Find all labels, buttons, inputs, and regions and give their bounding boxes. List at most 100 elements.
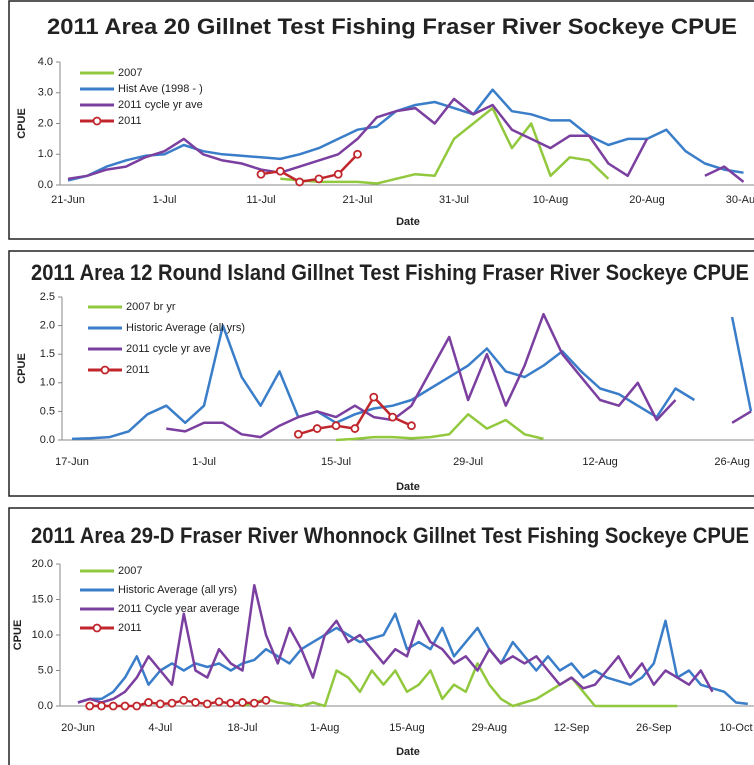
series-line xyxy=(77,612,748,706)
series-marker xyxy=(256,169,266,179)
x-tick-label: 31-Jul xyxy=(439,194,469,206)
series-marker xyxy=(407,421,416,431)
x-tick-label: 21-Jun xyxy=(51,194,85,206)
legend-marker xyxy=(92,116,102,126)
series-line xyxy=(242,662,678,708)
legend-label: Historic Average (all yrs) xyxy=(126,322,245,334)
series-marker xyxy=(155,699,165,709)
series-marker xyxy=(167,698,177,708)
y-tick-label: 4.0 xyxy=(38,56,53,68)
y-tick-label: 0.0 xyxy=(40,434,55,446)
series-marker xyxy=(261,695,271,705)
series-marker xyxy=(333,169,343,179)
x-tick-label: 26-Sep xyxy=(636,722,671,734)
x-tick-label: 1-Aug xyxy=(310,722,339,734)
legend-marker xyxy=(100,365,110,375)
series-marker xyxy=(97,701,106,711)
series-marker xyxy=(275,166,285,176)
series-marker xyxy=(120,701,130,711)
x-tick-label: 12-Aug xyxy=(582,456,617,468)
legend-label: 2011 cycle yr ave xyxy=(126,343,211,355)
series-line xyxy=(335,413,544,442)
y-axis-label: CPUE xyxy=(16,108,28,139)
x-tick-label: 15-Jul xyxy=(321,456,351,468)
series-line xyxy=(280,106,610,185)
series-marker xyxy=(293,429,303,439)
y-axis-label: CPUE xyxy=(16,353,28,384)
y-tick-label: 2.0 xyxy=(38,117,53,129)
legend-label: Historic Average (all yrs) xyxy=(118,584,237,596)
y-axis-label: CPUE xyxy=(12,620,24,651)
series-marker xyxy=(132,701,142,711)
series-line xyxy=(67,97,745,183)
x-tick-label: 18-Jul xyxy=(228,722,258,734)
legend-label: 2011 xyxy=(118,115,142,127)
y-tick-label: 2.0 xyxy=(40,320,55,332)
chart-title: 2011 Area 12 Round Island Gillnet Test F… xyxy=(31,260,749,285)
x-tick-label: 15-Aug xyxy=(389,722,424,734)
chart-title: 2011 Area 29-D Fraser River Whonnock Gil… xyxy=(31,523,749,548)
series-line xyxy=(67,88,744,182)
x-tick-label: 29-Aug xyxy=(472,722,507,734)
series-line xyxy=(71,316,753,441)
series-marker xyxy=(353,149,362,159)
x-tick-label: 11-Jul xyxy=(246,194,275,206)
x-axis-label: Date xyxy=(396,481,420,493)
series-marker xyxy=(312,424,322,433)
legend-label: 2007 xyxy=(118,67,142,79)
series-marker xyxy=(238,698,247,707)
y-tick-label: 1.0 xyxy=(38,148,53,160)
legend-label: Hist Ave (1998 - ) xyxy=(118,83,203,95)
series-marker xyxy=(350,424,360,433)
series-marker xyxy=(331,421,341,431)
y-tick-label: 3.0 xyxy=(38,87,53,99)
y-tick-label: 0.0 xyxy=(38,700,53,712)
series-marker xyxy=(85,701,95,711)
y-tick-label: 1.0 xyxy=(40,377,55,389)
x-tick-label: 4-Jul xyxy=(148,722,172,734)
series-marker xyxy=(226,698,236,708)
x-tick-label: 20-Aug xyxy=(629,194,664,206)
x-tick-label: 30-Aug xyxy=(726,194,754,206)
legend-label: 2007 xyxy=(118,565,142,577)
y-tick-label: 10.0 xyxy=(32,629,53,641)
series-marker xyxy=(179,695,189,705)
x-tick-label: 1-Jul xyxy=(153,194,177,206)
legend-label: 2011 cycle yr ave xyxy=(118,99,203,111)
panel-border xyxy=(8,250,754,497)
panel-border xyxy=(8,507,754,765)
x-axis-label: Date xyxy=(396,216,420,228)
series-marker xyxy=(249,698,259,708)
series-line xyxy=(77,584,714,704)
series-line xyxy=(89,699,267,708)
panel-border xyxy=(8,0,754,240)
series-marker xyxy=(314,174,324,184)
y-tick-label: 0.0 xyxy=(38,179,53,191)
legend-label: 2007 br yr xyxy=(126,301,176,313)
y-tick-label: 20.0 xyxy=(32,558,53,570)
y-tick-label: 15.0 xyxy=(32,593,53,605)
x-tick-label: 1-Jul xyxy=(192,456,216,468)
y-tick-label: 5.0 xyxy=(38,664,53,676)
x-tick-label: 21-Jul xyxy=(343,194,373,206)
x-tick-label: 17-Jun xyxy=(55,456,89,468)
y-tick-label: 1.5 xyxy=(40,348,55,360)
series-marker xyxy=(295,177,305,187)
chart-title: 2011 Area 20 Gillnet Test Fishing Fraser… xyxy=(47,14,737,39)
series-marker xyxy=(191,698,200,707)
series-marker xyxy=(388,412,398,422)
x-tick-label: 26-Aug xyxy=(714,456,749,468)
x-tick-label: 10-Aug xyxy=(533,194,568,206)
x-tick-label: 12-Sep xyxy=(554,722,589,734)
series-marker xyxy=(369,392,379,402)
series-marker xyxy=(108,701,118,711)
y-tick-label: 0.5 xyxy=(40,405,55,417)
series-marker xyxy=(214,697,224,707)
y-tick-label: 2.5 xyxy=(40,291,55,303)
legend-marker xyxy=(92,623,102,633)
legend-label: 2011 xyxy=(126,364,150,376)
series-marker xyxy=(144,698,153,707)
x-axis-label: Date xyxy=(396,746,420,758)
